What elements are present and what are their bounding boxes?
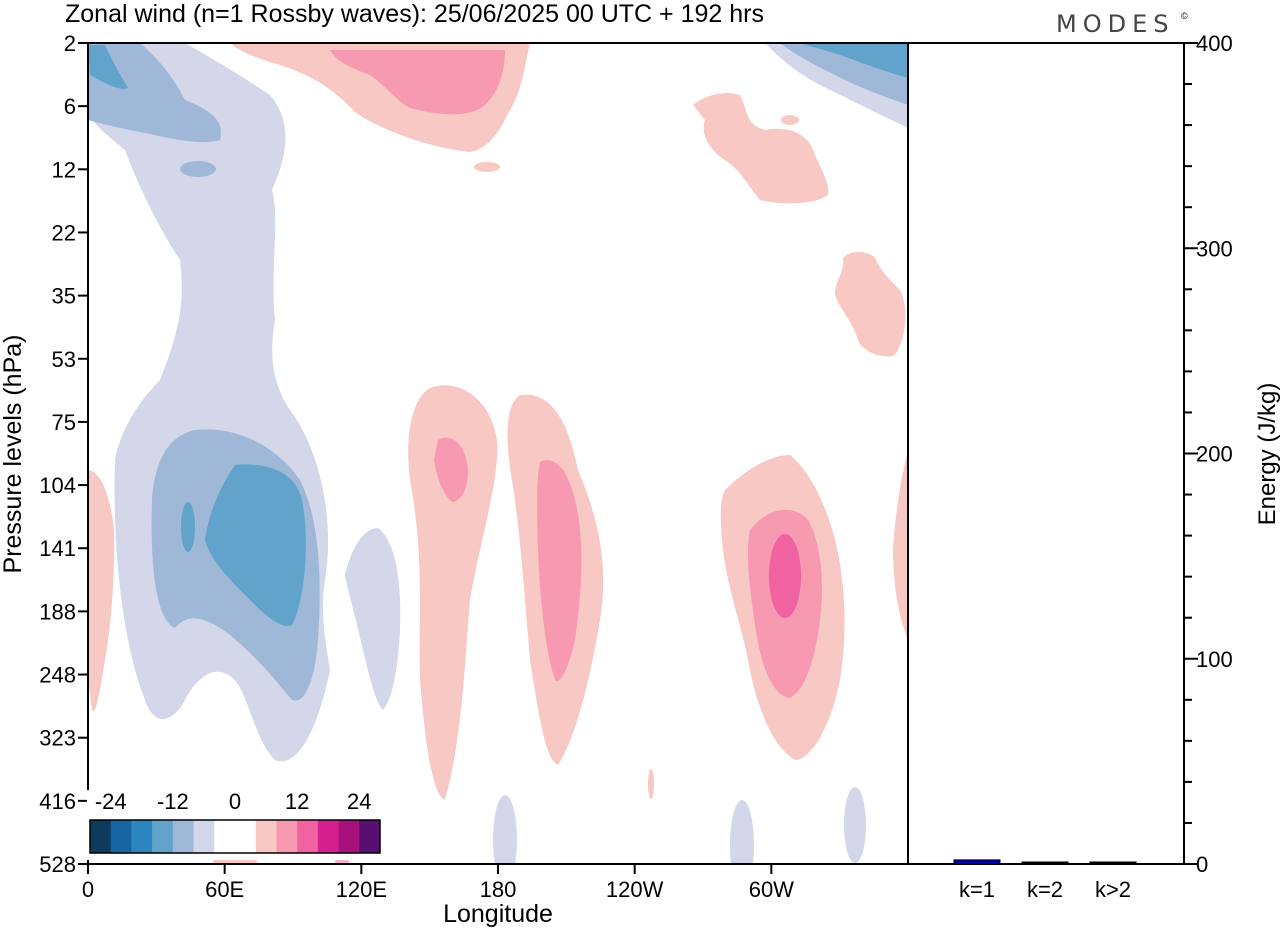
pos-region-edge-west <box>88 470 115 712</box>
colorbar-swatch <box>276 820 298 853</box>
pos-peak-65w <box>769 534 801 618</box>
energy-axis-ticks: 0 100 200 300 400 <box>1184 31 1233 877</box>
x-axis-label: Longitude <box>443 900 553 928</box>
y-tick-label: 6 <box>64 94 76 119</box>
neg-core-141hpa <box>205 464 306 626</box>
pos-core-165w <box>537 460 582 681</box>
neg-blob-12hpa <box>180 161 216 177</box>
pos-core-155e <box>434 437 468 502</box>
energy-bars: k=1 k=2 k>2 <box>953 859 1137 902</box>
neg-region-mid-upper <box>88 43 221 143</box>
colorbar-swatch <box>152 820 174 853</box>
x-tick-label: 60E <box>205 877 244 902</box>
colorbar-swatch <box>255 820 277 853</box>
pos-region-35hpa <box>835 252 906 357</box>
colorbar-swatch <box>297 820 319 853</box>
pos-region-155e <box>408 385 498 800</box>
energy-category-label: k=1 <box>959 877 995 902</box>
y-axis-ticks: 2 6 12 22 35 53 75 104 141 188 248 323 416 528 <box>39 31 88 877</box>
neg-blob-surface-3 <box>844 787 866 863</box>
pos-blob-6hpa <box>781 115 799 125</box>
energy-axis-label: Energy (J/kg) <box>1254 383 1280 526</box>
y-tick-label: 323 <box>39 726 76 751</box>
energy-plot-frame <box>907 42 1185 865</box>
y-tick-label: 528 <box>39 852 76 877</box>
y-tick-label: 35 <box>52 284 76 309</box>
x-tick-label: 60W <box>749 877 794 902</box>
y-tick-label: 53 <box>52 347 76 372</box>
colorbar-tick-label: -12 <box>157 789 189 814</box>
colorbar-tick-label: 0 <box>229 789 241 814</box>
energy-bar <box>1021 861 1069 865</box>
y-tick-label: 104 <box>39 473 76 498</box>
pos-blob-416hpa <box>648 769 654 799</box>
energy-tick-label: 100 <box>1196 647 1233 672</box>
neg-blob-surface-2 <box>730 800 754 864</box>
y-tick-label: 22 <box>52 220 76 245</box>
energy-category-label: k=2 <box>1027 877 1063 902</box>
colorbar-swatch <box>193 820 215 853</box>
energy-tick-label: 400 <box>1196 31 1233 56</box>
colorbar-swatch <box>131 820 153 853</box>
energy-category-label: k>2 <box>1095 877 1131 902</box>
y-tick-label: 188 <box>39 599 76 624</box>
pos-blob-12hpa <box>474 162 500 172</box>
colorbar-swatch <box>90 820 112 853</box>
x-tick-label: 180 <box>480 877 517 902</box>
brand-logo: MODES <box>1056 10 1174 38</box>
colorbar-swatch <box>338 820 360 853</box>
energy-bar <box>1089 861 1137 865</box>
colorbar-frame <box>89 819 381 854</box>
colorbar-swatch <box>317 820 339 853</box>
energy-tick-label: 300 <box>1196 236 1233 261</box>
x-tick-label: 0 <box>82 877 94 902</box>
pos-region-upper-right <box>693 93 829 204</box>
colorbar-tick-label: -24 <box>95 789 127 814</box>
neg-core-upper-right <box>800 43 908 78</box>
colorbar-swatch <box>110 820 132 853</box>
chart-title: Zonal wind (n=1 Rossby waves): 25/06/202… <box>65 0 764 28</box>
y-tick-label: 141 <box>39 536 76 561</box>
pos-region-edge-east <box>893 450 908 640</box>
y-tick-label: 416 <box>39 789 76 814</box>
energy-tick-label: 200 <box>1196 442 1233 467</box>
neg-core-strat <box>88 45 128 89</box>
y-tick-label: 2 <box>64 31 76 56</box>
colorbar-swatch <box>172 820 194 853</box>
colorbar-tick-label: 24 <box>347 789 371 814</box>
energy-bar <box>953 859 1001 865</box>
energy-tick-label: 0 <box>1196 852 1208 877</box>
neg-core-141hpa-west <box>181 502 195 552</box>
colorbar: -24 -12 0 12 24 <box>87 789 383 860</box>
y-tick-label: 75 <box>52 410 76 435</box>
neg-blob-surface-1 <box>493 795 517 864</box>
pos-core-strat <box>330 50 505 115</box>
x-tick-label: 120E <box>336 877 387 902</box>
x-axis-ticks: 0 60E 120E 180 120W 60W <box>82 864 794 902</box>
colorbar-swatch <box>359 820 381 853</box>
brand-copyright-mark: © <box>1181 11 1188 21</box>
y-tick-label: 248 <box>39 663 76 688</box>
colorbar-swatch <box>214 820 236 853</box>
y-axis-label: Pressure levels (hPa) <box>0 335 27 574</box>
x-tick-label: 120W <box>606 877 664 902</box>
colorbar-swatch <box>235 820 257 853</box>
y-tick-label: 12 <box>52 157 76 182</box>
contour-field <box>88 43 908 864</box>
neg-region-lobe-120e <box>345 528 401 710</box>
colorbar-tick-label: 12 <box>285 789 309 814</box>
